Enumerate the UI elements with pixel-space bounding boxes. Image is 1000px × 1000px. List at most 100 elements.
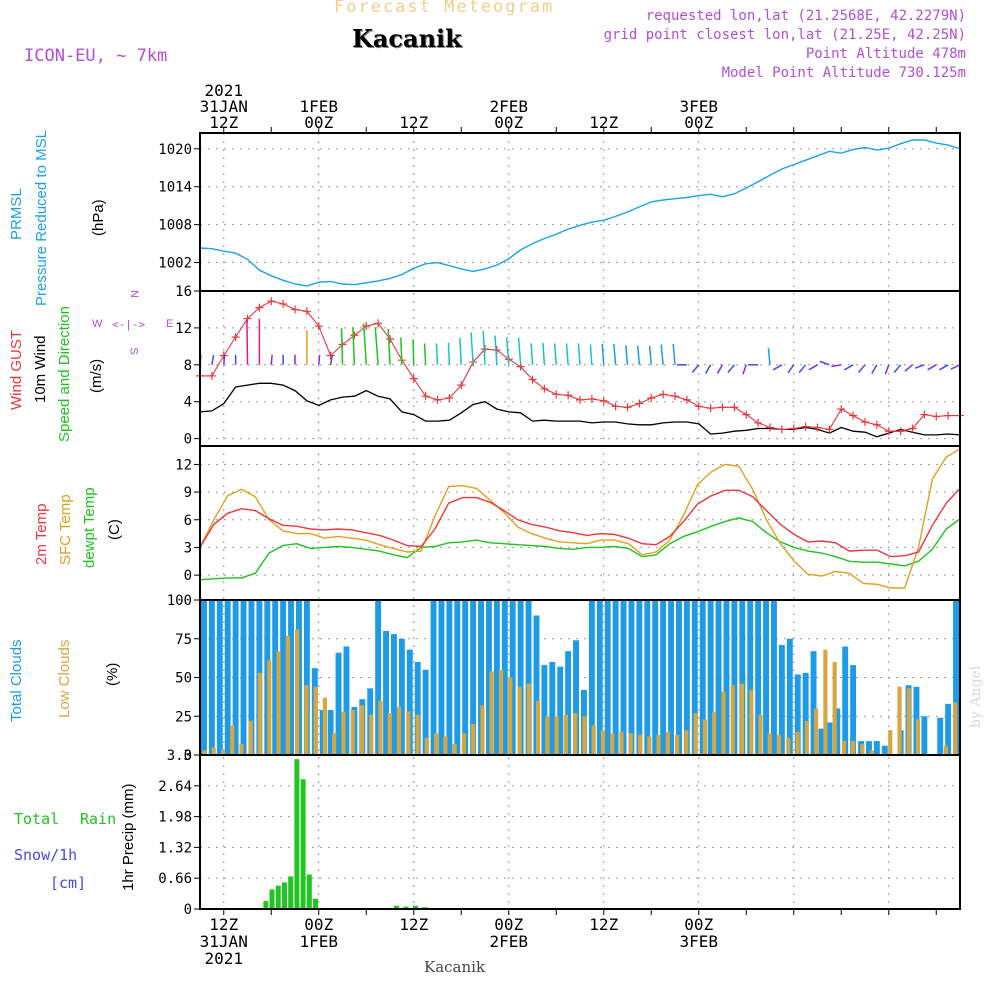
wind-gust-marker	[207, 371, 216, 380]
top-time-label: 1FEB	[299, 97, 338, 116]
wind-direction-arrow	[939, 364, 949, 371]
wind-gust-marker	[457, 381, 466, 390]
low-clouds-bar	[702, 719, 707, 755]
total-clouds-bar	[478, 600, 484, 755]
wind-gust-marker	[314, 322, 323, 331]
low-clouds-bar	[350, 710, 355, 755]
low-clouds-bar	[387, 713, 392, 755]
wind-direction-arrow	[530, 343, 534, 365]
top-time-label: 12Z	[589, 113, 618, 132]
wind-gust-marker	[350, 331, 359, 340]
total-clouds-bar	[652, 600, 659, 755]
low-clouds-bar	[814, 708, 819, 755]
low-clouds-bar	[573, 713, 578, 755]
dewpt-temp-line	[199, 517, 961, 581]
total-clouds-bar	[493, 600, 500, 755]
low-clouds-bar	[313, 686, 318, 755]
total-clouds-bar	[881, 745, 888, 755]
total-clouds-bar	[715, 600, 722, 755]
total-clouds-bar	[327, 710, 334, 755]
bottom-time-label: 12Z	[209, 915, 238, 934]
bottom-time-label: 00Z	[684, 915, 713, 934]
wind-gust-marker	[896, 427, 905, 436]
y-tick-label: 1002	[158, 256, 192, 272]
wind-gust-marker	[777, 425, 786, 434]
wind-gust-marker	[694, 402, 703, 411]
total-clouds-bar	[383, 631, 389, 755]
total-clouds-bar	[826, 722, 833, 755]
low-clouds-bar	[915, 719, 921, 755]
wind-gust-marker	[279, 299, 288, 308]
total-clouds-bar	[723, 600, 730, 755]
total-clouds-bar	[612, 600, 619, 755]
top-time-label: 00Z	[684, 113, 713, 132]
total-clouds-bar	[802, 672, 809, 755]
total-clouds-bar	[778, 644, 785, 755]
wind-gust-marker	[409, 374, 418, 383]
low-clouds-bar	[712, 711, 717, 755]
rain-bar	[393, 905, 399, 909]
model-altitude: Model Point Altitude 730.125m	[721, 65, 966, 81]
bottom-time-label: 00Z	[494, 915, 523, 934]
requested-coords: requested lon,lat (21.2568E, 42.2279N)	[645, 8, 966, 24]
wind-gust-marker	[837, 405, 846, 414]
low-clouds-bar	[378, 700, 383, 755]
panel-frame	[199, 132, 961, 292]
rain-bar	[281, 882, 287, 909]
y-tick-label: 75	[175, 632, 192, 648]
axis-ticks: 1002 1008 1014 1020 0 4 8 12 16 0 3 6 9 12 0 25 50 75 100 0…	[158, 81, 937, 968]
low-clouds-bar	[295, 629, 300, 755]
wind-unit-label: (m/s)	[88, 358, 105, 393]
precip-total-label: Total	[14, 810, 60, 828]
wind-gust-marker	[872, 420, 881, 429]
wind-gust-marker	[659, 390, 668, 399]
wind-direction-arrow	[494, 335, 498, 365]
wind-direction-arrow	[435, 343, 439, 365]
wind-gust-marker	[528, 375, 537, 384]
total-clouds-bar	[208, 600, 215, 755]
wind-direction-arrow	[423, 343, 427, 365]
total-clouds-bar	[398, 638, 405, 755]
wind-gust-marker	[920, 410, 929, 419]
wind-direction-arrow	[648, 345, 652, 365]
total-clouds-bar	[565, 651, 572, 755]
total-clouds-bar	[525, 600, 532, 755]
wind-direction-arrow	[893, 364, 902, 373]
panel-frame	[199, 445, 961, 601]
footer-location: Kacanik	[424, 958, 486, 976]
rain-bar	[294, 759, 300, 909]
low-clouds-bar	[452, 744, 457, 755]
wind-gust-marker	[801, 422, 810, 431]
top-time-label: 12Z	[399, 113, 428, 132]
low-clouds-bar	[693, 713, 698, 755]
low-clouds-bar	[600, 730, 606, 755]
wind-gust-line	[200, 300, 960, 432]
total-clouds-bar	[573, 640, 579, 755]
wind-gust-marker	[302, 307, 311, 316]
top-time-label: 2021	[204, 81, 243, 100]
low-clouds-bar	[406, 711, 411, 755]
watermark: by Angel	[968, 665, 984, 728]
low-clouds-bar	[823, 649, 828, 755]
top-time-label: 12Z	[209, 113, 238, 132]
rain-bar	[263, 901, 269, 909]
total-clouds-bar	[810, 651, 817, 755]
low-clouds-bar	[396, 706, 402, 755]
wind-direction-arrow	[318, 354, 321, 365]
wind-gust-marker	[564, 391, 573, 400]
low-clouds-bar	[665, 731, 670, 755]
y-tick-label: 6	[184, 513, 192, 529]
low-clouds-bar	[239, 744, 244, 755]
pressure-label-prmsl: PRMSL	[8, 188, 25, 240]
wind-gust-marker	[599, 396, 608, 405]
wind-gust-marker	[884, 427, 893, 436]
low-clouds-bar	[953, 702, 958, 755]
wind-direction-arrow	[211, 354, 215, 365]
y-tick-label: 25	[175, 709, 192, 725]
low-clouds-bar	[211, 747, 216, 755]
wind-gust-marker	[291, 305, 299, 314]
total-clouds-bar	[319, 710, 326, 755]
low-clouds-bar	[526, 683, 531, 755]
bottom-time-label: 3FEB	[679, 932, 718, 951]
total-clouds-bar	[422, 669, 429, 755]
